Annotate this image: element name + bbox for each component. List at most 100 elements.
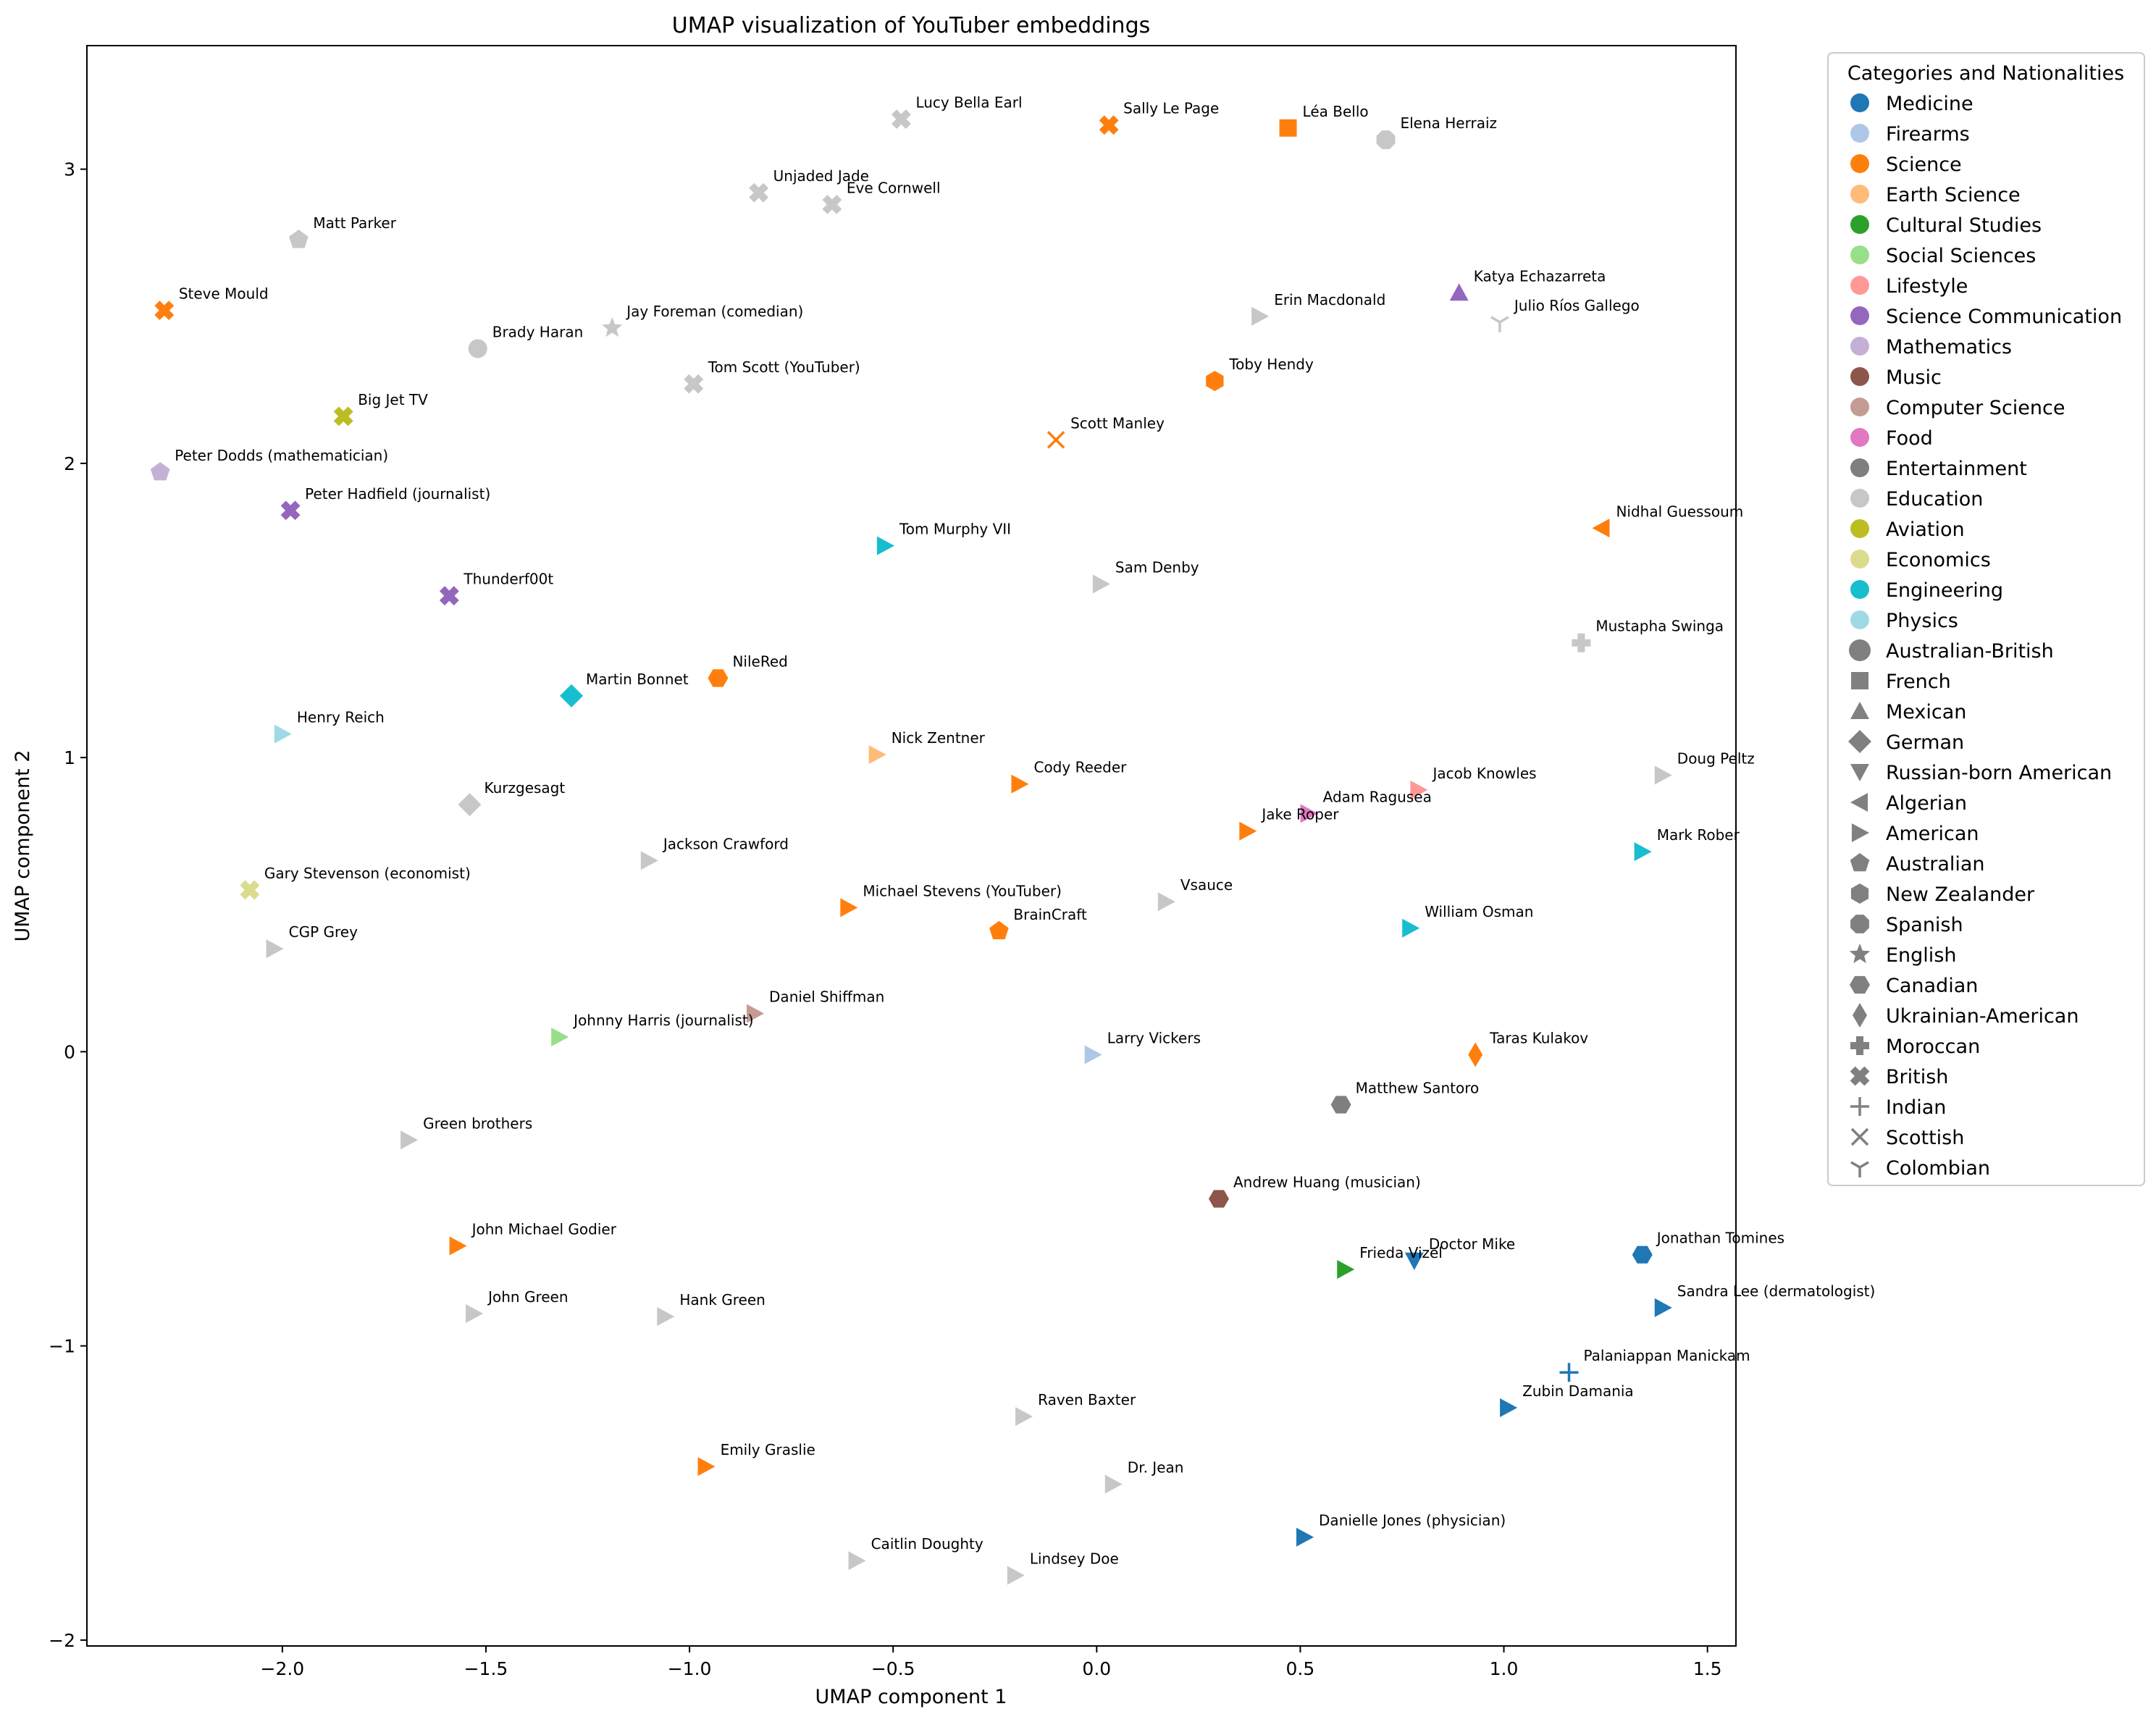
legend-label: Science Communication (1886, 306, 2122, 328)
point-martin-bonnet (560, 684, 584, 707)
legend-label: Engineering (1886, 579, 2003, 602)
point-label: Larry Vickers (1107, 1029, 1201, 1046)
point-label: Julio Ríos Gallego (1513, 297, 1640, 314)
legend-label: New Zealander (1886, 883, 2035, 906)
point-john-michael-godier (449, 1236, 467, 1256)
legend-title: Categories and Nationalities (1847, 62, 2124, 85)
legend-swatch-firearms (1850, 124, 1869, 143)
legend-label: Australian (1886, 853, 1985, 875)
point-sam-denby (1092, 574, 1110, 594)
legend-swatch-lifestyle (1850, 276, 1869, 295)
point-label: Eve Cornwell (847, 179, 941, 196)
legend-marker-moroccan (1850, 1036, 1869, 1055)
point-label: Lindsey Doe (1030, 1550, 1119, 1568)
legend-label: Economics (1886, 549, 1991, 571)
point-label: Kurzgesagt (484, 779, 565, 797)
point-adam-ragusea (1300, 804, 1318, 823)
legend-swatch-food (1850, 428, 1869, 447)
legend-marker-colombian (1850, 1161, 1869, 1177)
point-green-brothers (400, 1130, 419, 1150)
point-matt-parker (289, 230, 309, 248)
point-doctor-mike (1404, 1252, 1424, 1270)
legend-label: Canadian (1886, 975, 1978, 997)
legend-marker-algerian (1850, 793, 1868, 812)
point-label: Taras Kulakov (1489, 1029, 1588, 1046)
point-katya-echazarreta (1449, 283, 1469, 301)
point-label: Martin Bonnet (586, 671, 689, 688)
point-label: Toby Hendy (1228, 356, 1314, 373)
x-tick-label: −1.0 (668, 1658, 712, 1679)
legend-label: Ukrainian-American (1886, 1005, 2079, 1028)
point-label: Sandra Lee (dermatologist) (1677, 1282, 1876, 1300)
legend-swatch-social-sciences (1850, 245, 1869, 264)
y-tick-label: 0 (64, 1041, 75, 1062)
point-zubin-damania (1500, 1398, 1518, 1417)
legend-label: Medicine (1886, 93, 1973, 115)
y-axis-ticks: −2 −1 0 1 2 3 (49, 159, 87, 1651)
point-kurzgesagt (458, 793, 482, 817)
point-larry-vickers (1084, 1045, 1102, 1064)
x-tick-label: 0.5 (1286, 1658, 1315, 1679)
point-label: Jackson Crawford (662, 835, 789, 852)
point-jay-foreman-comedian (602, 317, 623, 337)
point-label: Sally Le Page (1123, 100, 1219, 117)
legend-swatch-medicine (1850, 93, 1869, 112)
legend-label: British (1886, 1066, 1948, 1088)
legend-label: English (1886, 944, 1957, 967)
point-label: CGP Grey (289, 923, 358, 941)
x-tick-label: 1.5 (1693, 1658, 1722, 1679)
point-cody-reeder (1011, 774, 1029, 794)
legend-swatch-computer-science (1850, 398, 1869, 416)
legend-marker-english (1849, 944, 1871, 964)
point-danielle-jones-physician (1296, 1527, 1314, 1547)
point-label: Brady Haran (492, 323, 584, 340)
legend-label: Mexican (1886, 701, 1966, 723)
point-label: Jacob Knowles (1431, 765, 1536, 782)
legend-label: German (1886, 731, 1964, 754)
plot-frame (86, 45, 1737, 1647)
legend-marker-indian (1850, 1097, 1869, 1116)
point-doug-peltz (1654, 765, 1672, 785)
point-label: Nick Zentner (892, 729, 986, 747)
point-label: Katya Echazarreta (1474, 267, 1606, 285)
legend-label: Firearms (1886, 123, 1970, 146)
legend-swatch-entertainment (1850, 458, 1869, 477)
point-label: John Green (487, 1288, 568, 1306)
point-palaniappan-manickam (1559, 1363, 1579, 1382)
point-label: BrainCraft (1013, 906, 1087, 923)
point-label: Doug Peltz (1677, 750, 1755, 768)
point-emily-graslie (697, 1457, 716, 1477)
x-tick-label: 1.0 (1490, 1658, 1519, 1679)
x-tick-label: 0.0 (1082, 1658, 1111, 1679)
point-eve-cornwell (822, 194, 842, 214)
point-mark-rober (1634, 842, 1652, 862)
legend-label: Algerian (1886, 792, 1967, 815)
legend-swatch-earth-science (1850, 185, 1869, 203)
point-jacob-knowles (1410, 780, 1428, 799)
point-hank-green (657, 1307, 675, 1326)
point-jonathan-tomines (1632, 1246, 1653, 1264)
legend-label: Food (1886, 427, 1933, 450)
point-lucy-bella-earl (892, 109, 911, 129)
point-label: Peter Dodds (mathematician) (175, 447, 388, 464)
point-label: Doctor Mike (1429, 1235, 1515, 1253)
point-label: Hank Green (679, 1291, 765, 1309)
legend-label: Entertainment (1886, 458, 2027, 480)
point-label: Elena Herraiz (1400, 114, 1497, 132)
legend-swatch-economics (1850, 550, 1869, 568)
point-label: Jake Roper (1260, 806, 1339, 823)
point-gary-stevenson-economist (240, 880, 260, 900)
legend-swatch-physics (1850, 610, 1869, 629)
legend-label: Scottish (1886, 1127, 1964, 1149)
y-tick-label: 2 (64, 453, 75, 474)
point-raven-baxter (1015, 1407, 1033, 1427)
legend-label: Science (1886, 154, 1962, 176)
point-peter-dodds-mathematician (150, 462, 170, 481)
point-scott-manley (1046, 431, 1065, 449)
point-label: Mustapha Swinga (1595, 618, 1724, 635)
point-label: Raven Baxter (1038, 1391, 1136, 1408)
point-cgp-grey (266, 939, 284, 959)
point-unjaded-jade (749, 182, 769, 203)
point-label: NileRed (732, 652, 787, 670)
legend-label: Social Sciences (1886, 245, 2036, 267)
